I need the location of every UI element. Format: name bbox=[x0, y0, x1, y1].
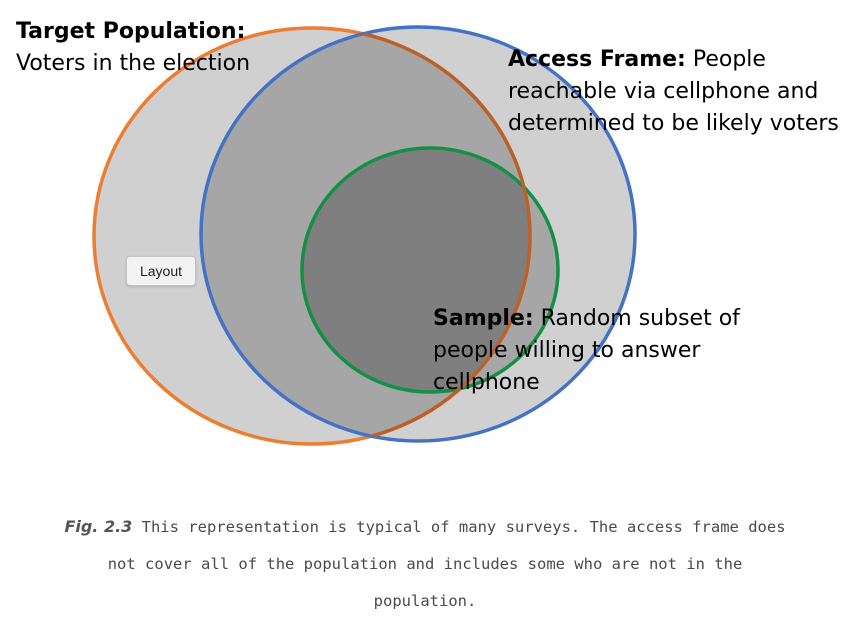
sample-title: Sample: bbox=[433, 306, 534, 331]
figure-caption-text: This representation is typical of many s… bbox=[107, 518, 786, 610]
venn-diagram bbox=[92, 25, 637, 446]
target-population-title: Target Population: bbox=[16, 19, 246, 44]
figure-number: Fig. 2.3 bbox=[64, 517, 133, 536]
target-population-label: Target Population: Voters in the election bbox=[16, 16, 286, 80]
sample-text: Random subset of people willing to answe… bbox=[433, 306, 740, 395]
access-frame-label: Access Frame: People reachable via cellp… bbox=[508, 44, 853, 140]
sample-fill-inner bbox=[302, 148, 530, 392]
target-population-text: Voters in the election bbox=[16, 51, 251, 76]
layout-button[interactable]: Layout bbox=[126, 256, 196, 286]
access-frame-title: Access Frame: bbox=[508, 47, 686, 72]
sample-label: Sample: Random subset of people willing … bbox=[433, 303, 753, 399]
access-frame-text: People reachable via cellphone and deter… bbox=[508, 47, 839, 136]
sample-circle bbox=[300, 146, 560, 394]
access-frame-circle bbox=[199, 25, 637, 443]
figure-caption: Fig. 2.3 This representation is typical … bbox=[60, 508, 790, 620]
